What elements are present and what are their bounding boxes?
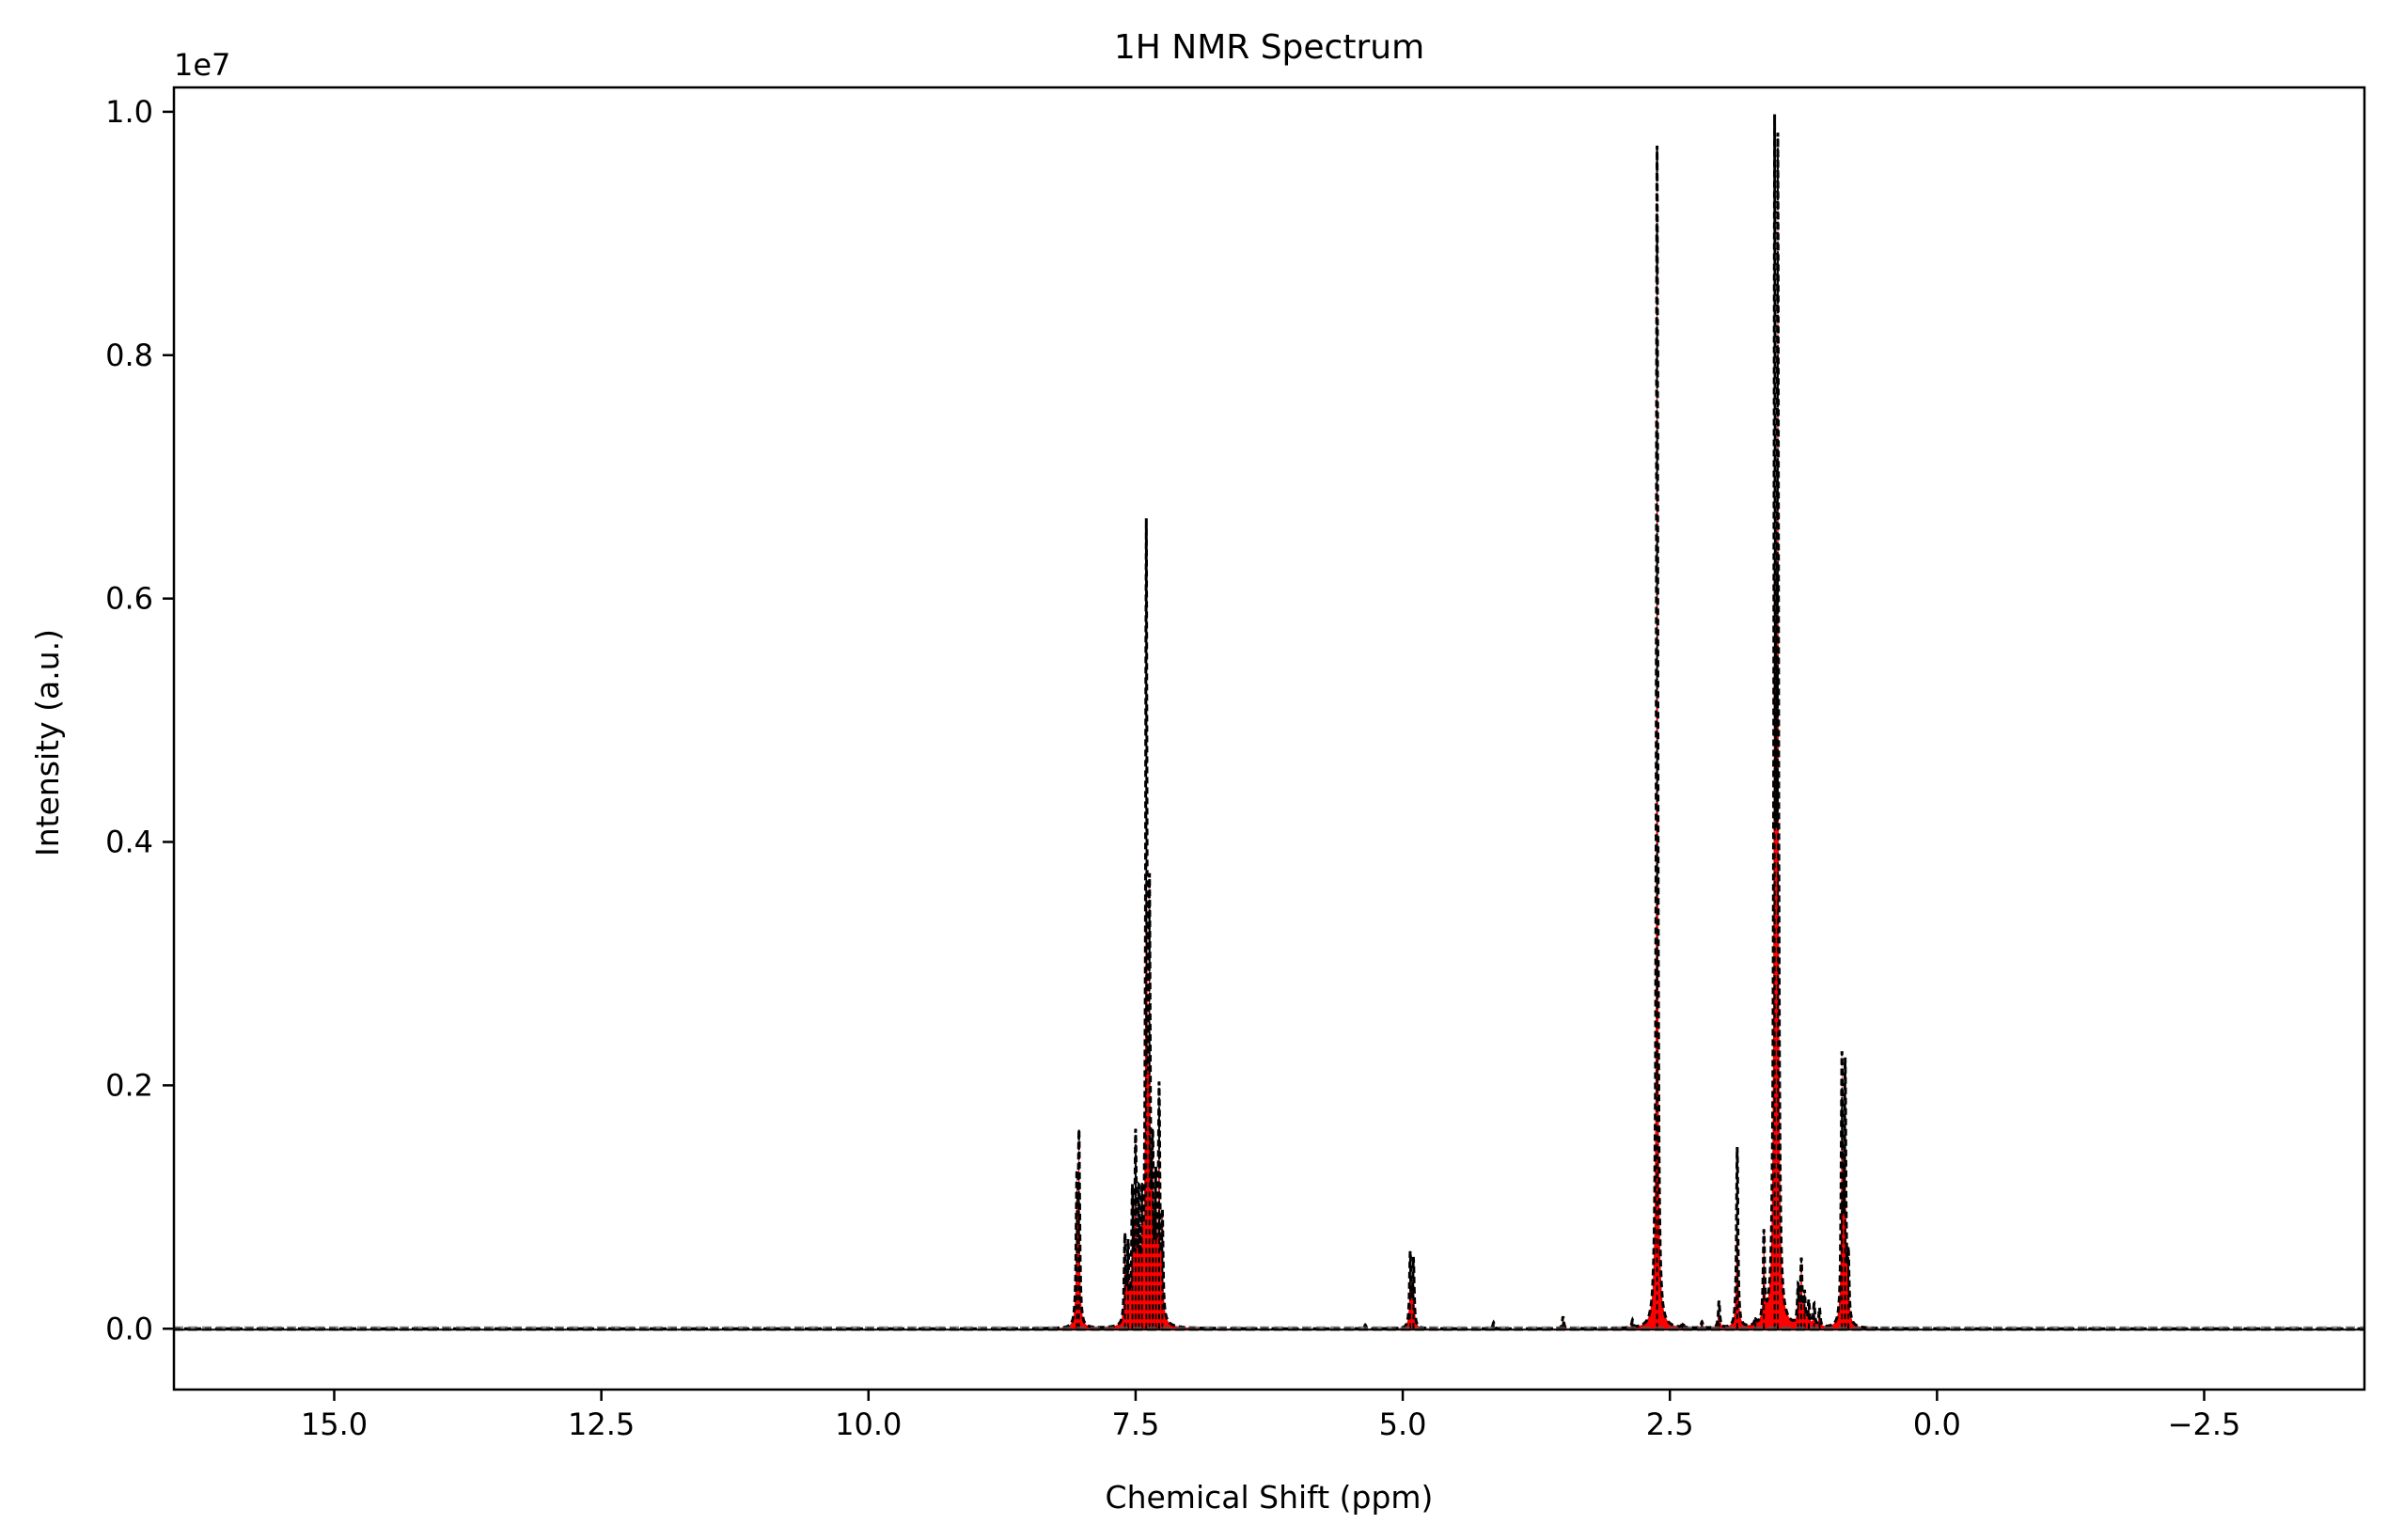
y-axis-offset-label: 1e7	[174, 47, 230, 83]
x-tick-label: 7.5	[1111, 1406, 1159, 1442]
spectrum-line	[174, 114, 2364, 1330]
x-axis-ticks: 15.0 12.5 10.0 7.5 5.0 2.5 0.0 −2.5	[301, 1390, 2241, 1442]
y-tick-label: 0.0	[105, 1311, 153, 1346]
y-axis-label: Intensity (a.u.)	[29, 629, 66, 856]
y-tick-label: 0.2	[105, 1067, 153, 1103]
y-axis-ticks: 0.0 0.2 0.4 0.6 0.8 1.0	[105, 94, 174, 1346]
y-tick-label: 0.6	[105, 581, 153, 617]
x-tick-label: 10.0	[835, 1406, 902, 1442]
plot-frame	[172, 86, 2366, 1391]
y-tick-label: 0.4	[105, 825, 153, 860]
x-axis-label: Chemical Shift (ppm)	[1106, 1479, 1434, 1516]
x-tick-label: 15.0	[301, 1406, 368, 1442]
x-tick-label: 12.5	[568, 1406, 635, 1442]
chart-title: 1H NMR Spectrum	[1114, 28, 1424, 67]
y-tick-label: 1.0	[105, 94, 153, 130]
x-tick-label: 5.0	[1379, 1406, 1427, 1442]
y-tick-label: 0.8	[105, 338, 153, 373]
x-tick-label: −2.5	[2168, 1406, 2241, 1442]
spectrum-fill	[174, 114, 2364, 1329]
x-tick-label: 2.5	[1646, 1406, 1694, 1442]
plot-area	[172, 86, 2366, 1391]
x-tick-label: 0.0	[1913, 1406, 1961, 1442]
